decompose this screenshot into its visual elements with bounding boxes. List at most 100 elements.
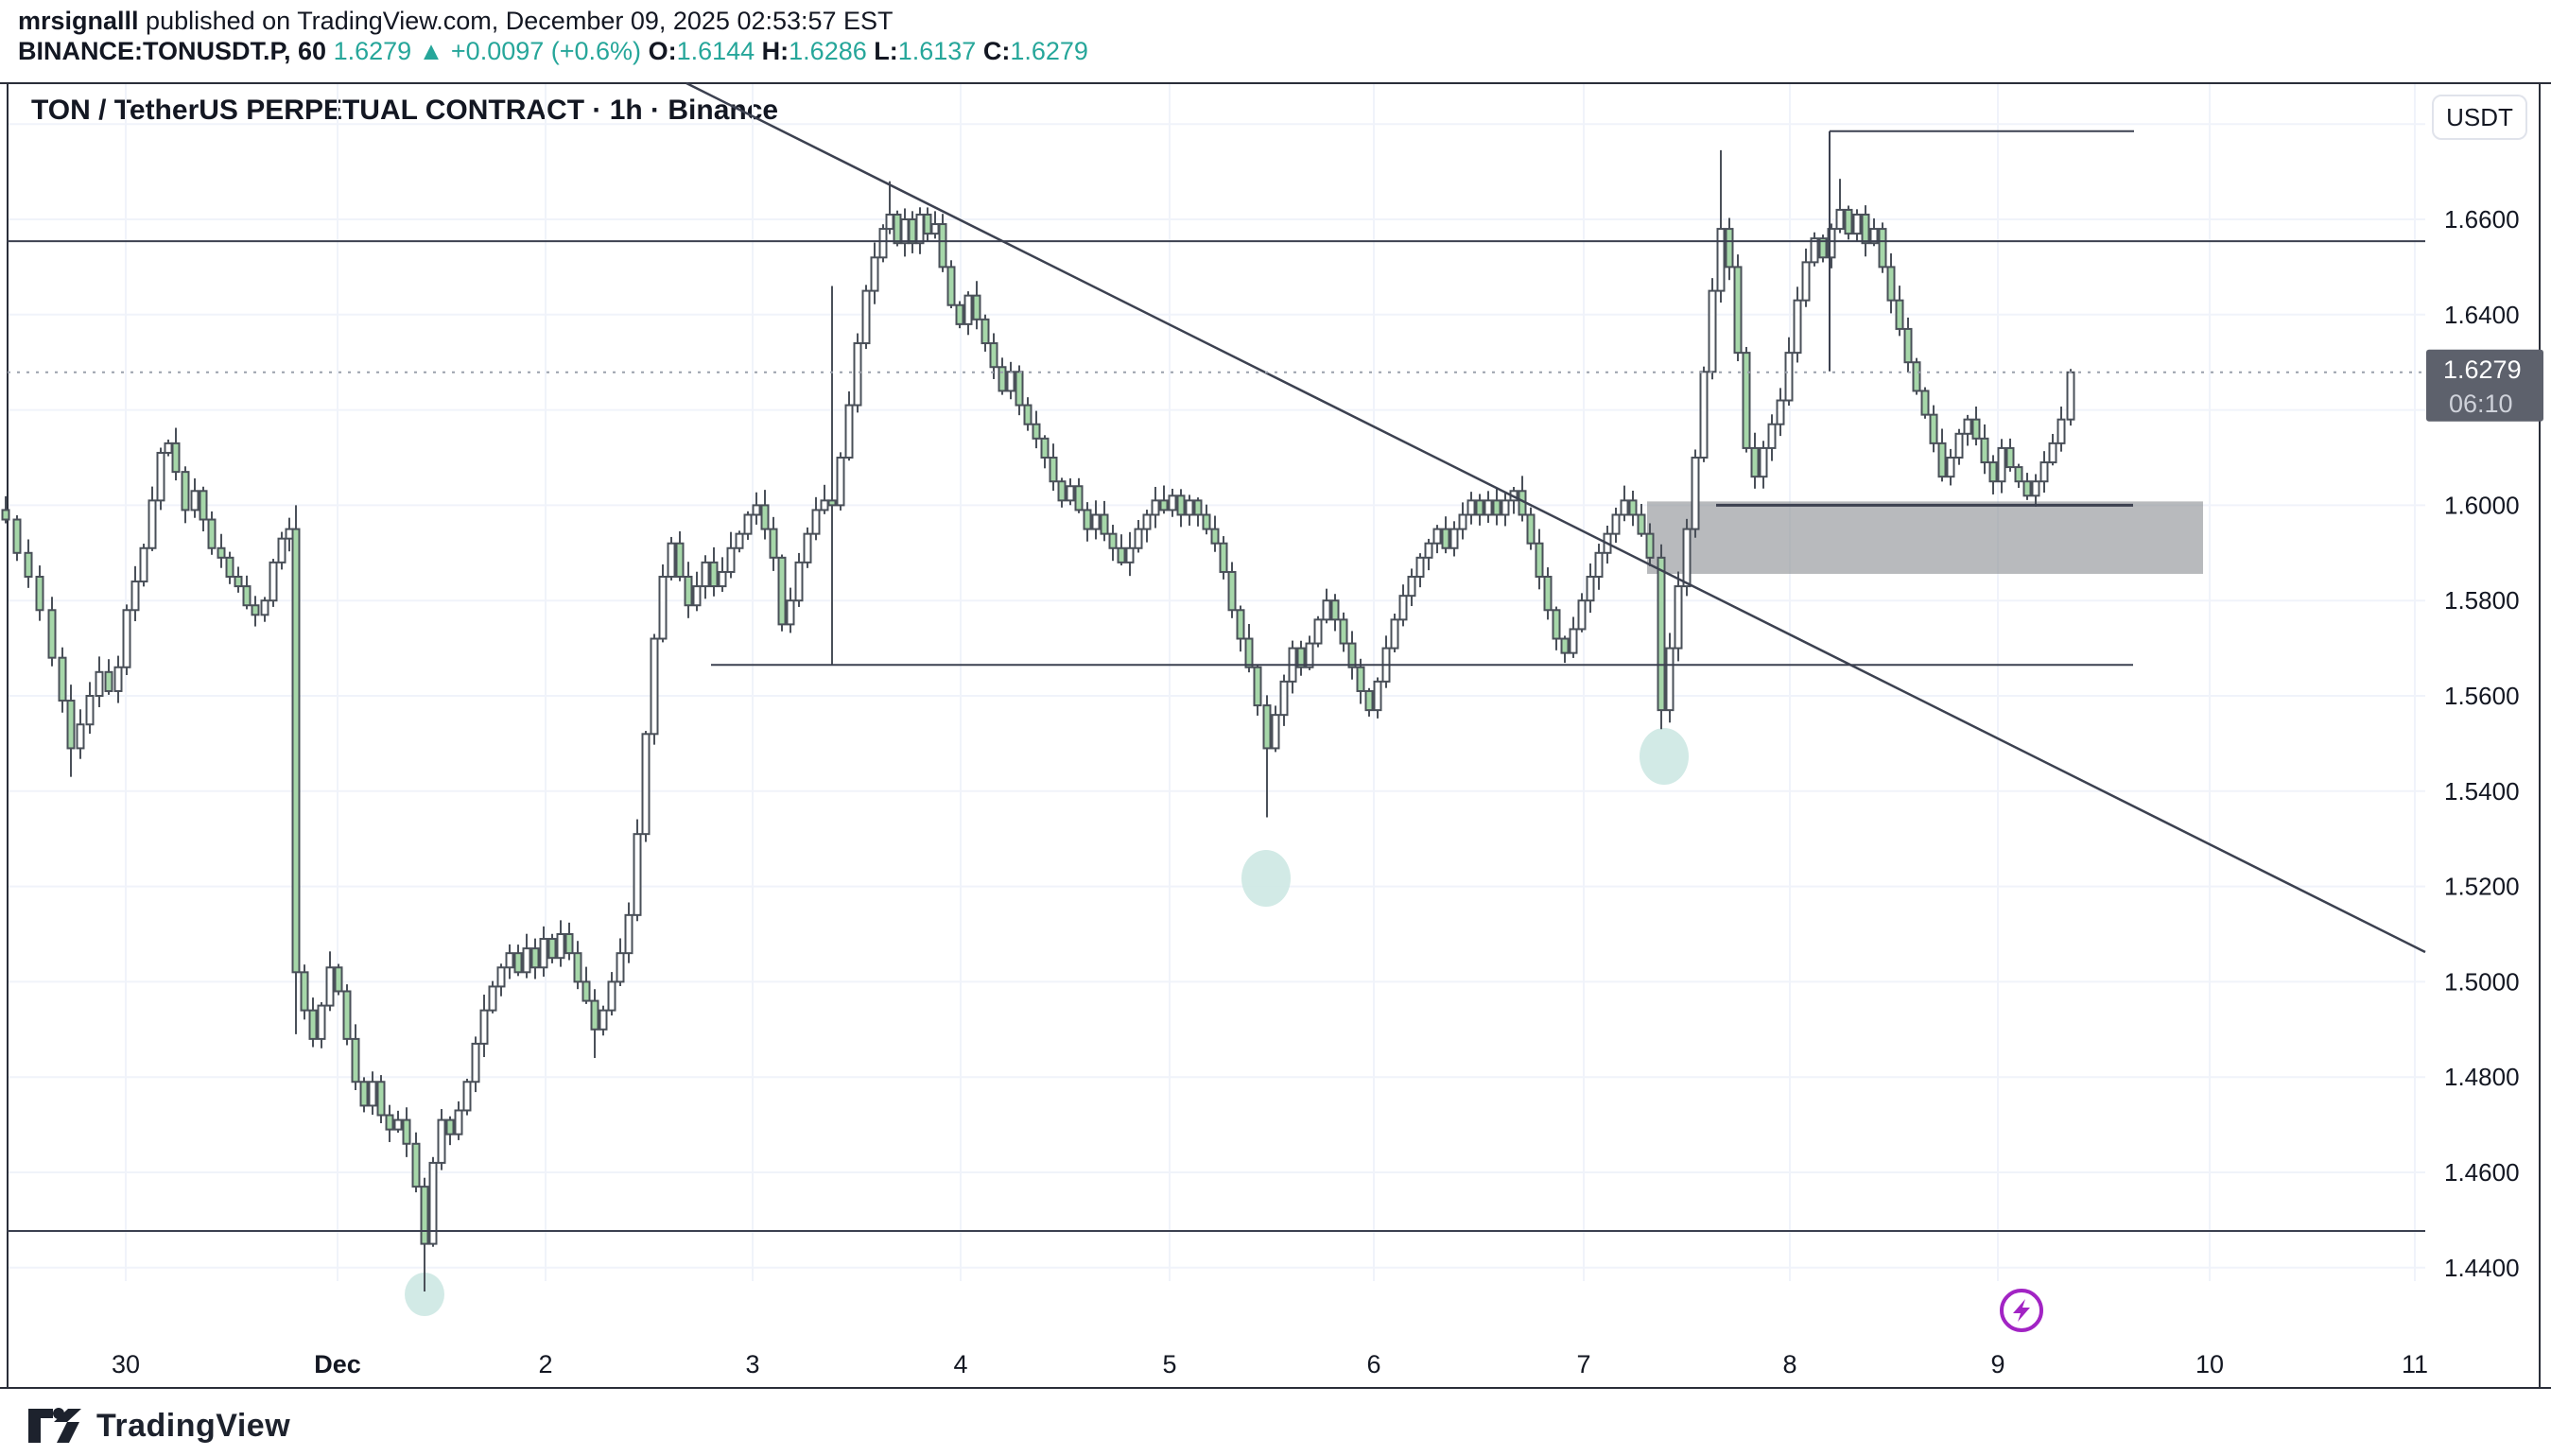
chart-title: TON / TetherUS PERPETUAL CONTRACT · 1h ·… (31, 95, 779, 126)
candle-up (667, 542, 676, 578)
candle-up (76, 723, 85, 750)
candle-up (2056, 418, 2066, 444)
candle-down (1049, 457, 1058, 483)
candle-down (1441, 528, 1450, 549)
candle-down (411, 1142, 421, 1188)
candle-down (1253, 666, 1262, 707)
candle-up (1569, 628, 1578, 654)
candle-up (701, 561, 710, 588)
candle-up (1484, 499, 1493, 516)
candle-down (199, 490, 208, 521)
candle-down (12, 518, 22, 554)
price-badge-countdown: 06:10 (2449, 390, 2513, 418)
candle-up (692, 585, 702, 607)
candle-down (709, 561, 719, 588)
candle-up (2048, 442, 2057, 464)
candle-down (980, 318, 990, 345)
candle-up (2039, 461, 2049, 483)
candle-down (1971, 418, 1981, 440)
time-label-9: 9 (1990, 1350, 2004, 1378)
candle-down (251, 604, 260, 616)
tradingview-attribution[interactable]: TradingView (26, 1405, 290, 1447)
candle-down (1475, 499, 1484, 516)
symbol-ohlc-line: BINANCE:TONUSDT.P, 60 1.6279 ▲ +0.0097 (… (18, 36, 1088, 66)
candle-up (1784, 352, 1794, 402)
time-label-10: 10 (2195, 1350, 2224, 1378)
candle-up (1142, 513, 1152, 530)
candle-down (955, 303, 964, 325)
symbol-line-segment-1: 1.6279 (326, 37, 419, 65)
candle-down (1108, 532, 1118, 549)
descending-trendline[interactable] (685, 81, 2426, 954)
candle-down (777, 556, 787, 626)
candle-up (1708, 289, 1717, 373)
candle-down (376, 1081, 386, 1117)
price-label: 1.4400 (2444, 1254, 2520, 1282)
candle-up (915, 213, 925, 245)
symbol-line-segment-6: H: (761, 37, 790, 65)
candle-up (1407, 576, 1416, 598)
candle-up (624, 913, 633, 955)
candle-down (547, 938, 557, 960)
candle-up (1594, 551, 1604, 578)
candle-down (1628, 499, 1638, 516)
candle-down (675, 542, 685, 578)
candle-down (291, 528, 301, 974)
candle-up (718, 570, 727, 588)
candle-down (1074, 485, 1084, 511)
candle-up (1577, 599, 1587, 631)
candle-down (35, 576, 44, 612)
candle-down (47, 609, 57, 659)
candle-down (1057, 480, 1067, 502)
candle-down (1347, 642, 1357, 668)
candle-down (1929, 413, 1938, 444)
candle-down (1159, 499, 1169, 511)
candle-down (1244, 637, 1254, 668)
candle-up (539, 938, 548, 969)
symbol-line-segment-8: L: (874, 37, 898, 65)
candle-up (735, 532, 744, 549)
candle-up (1390, 618, 1399, 650)
candle-down (998, 366, 1007, 392)
candle-up (393, 1118, 403, 1131)
candle-up (260, 599, 269, 616)
price-label: 1.6400 (2444, 301, 2520, 329)
candle-up (85, 695, 95, 726)
candle-up (885, 213, 894, 231)
candle-down (1903, 327, 1913, 364)
candle-down (1032, 423, 1041, 440)
candle-up (1716, 228, 1726, 292)
time-label-30: 30 (112, 1350, 140, 1378)
candle-up (1313, 618, 1323, 645)
currency-button[interactable]: USDT (2432, 95, 2527, 140)
candle-up (607, 980, 616, 1012)
candle-down (684, 576, 693, 607)
candle-up (786, 599, 795, 626)
supply-zone-box[interactable] (1647, 501, 2203, 574)
candle-down (1202, 513, 1211, 530)
lightning-marker[interactable] (2000, 1289, 2043, 1332)
candle-up (522, 947, 531, 974)
candle-up (277, 537, 286, 563)
candle-down (581, 980, 591, 1002)
price-badge-value: 1.6279 (2443, 355, 2522, 384)
candle-down (1083, 509, 1092, 530)
candle-up (1997, 446, 2006, 483)
candle-up (641, 733, 651, 836)
candle-up (1852, 213, 1862, 235)
candle-down (420, 1186, 429, 1245)
candle-up (1793, 299, 1802, 355)
candle-up (1373, 680, 1382, 712)
candle-up (113, 666, 123, 692)
price-label: 1.4800 (2444, 1063, 2520, 1091)
candle-down (1236, 609, 1245, 640)
candle-up (368, 1081, 377, 1107)
author-name: mrsignalll (18, 7, 139, 35)
candle-down (1543, 576, 1553, 612)
candle-down (1912, 361, 1921, 392)
candle-down (1210, 528, 1220, 545)
candle-up (1091, 513, 1101, 530)
candle-up (1810, 237, 1819, 264)
price-label: 1.4600 (2444, 1158, 2520, 1187)
